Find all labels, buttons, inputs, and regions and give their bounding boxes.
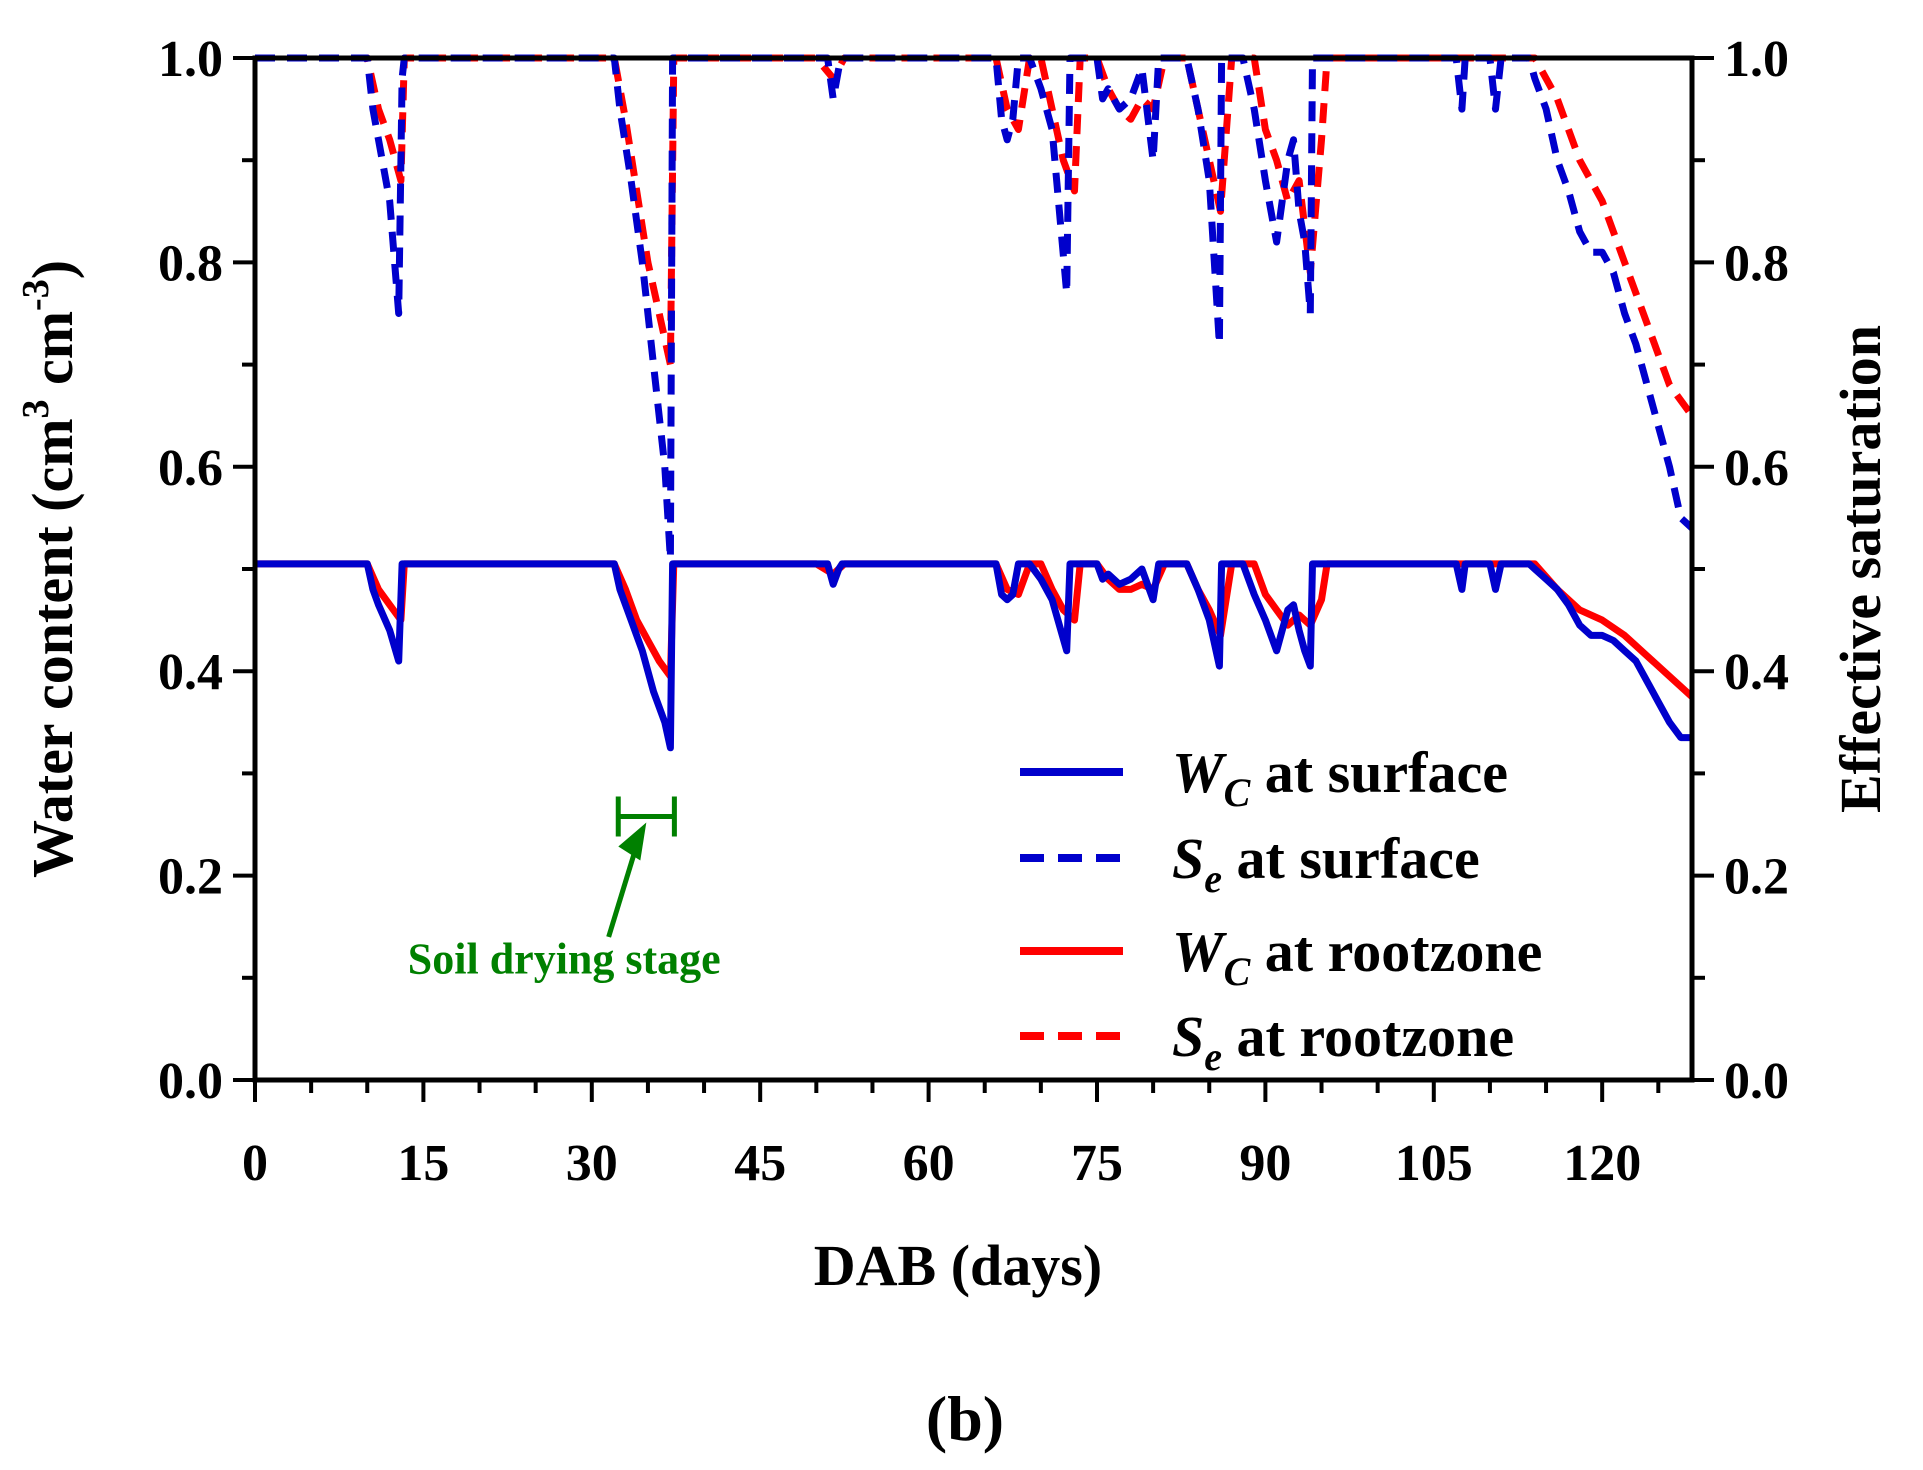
y-right-tick-label: 1.0 (1724, 31, 1789, 88)
x-tick-label: 60 (903, 1135, 955, 1192)
series-line-wc-at-surface (255, 560, 1692, 752)
legend-label-symbol: S (1172, 1004, 1204, 1069)
y-left-tick-label: 0.8 (158, 235, 223, 292)
x-tick-label: 15 (397, 1135, 449, 1192)
legend-label: Se at rootzone (1172, 1004, 1514, 1079)
x-tick-label: 45 (734, 1135, 786, 1192)
annotation-text: Soil drying stage (408, 934, 721, 983)
series-layer (255, 54, 1695, 752)
y-right-tick-label: 0.4 (1724, 644, 1789, 701)
x-tick-label: 75 (1071, 1135, 1123, 1192)
legend-label-text: at surface (1250, 740, 1508, 805)
y-left-tick-label: 0.0 (158, 1053, 223, 1110)
x-axis: 0 15 30 45 60 75 90 105 120 (242, 1080, 1661, 1192)
y-right-tick-label: 0.6 (1724, 440, 1789, 497)
legend-label-text: at rootzone (1250, 919, 1542, 984)
soil-drying-annotation: Soil drying stage (408, 796, 721, 983)
legend-label: WC at surface (1172, 740, 1508, 815)
legend-label: WC at rootzone (1172, 919, 1542, 994)
x-axis-title: DAB (days) (814, 1233, 1102, 1298)
legend-label-subscript: C (1224, 770, 1252, 815)
y-left-tick-label: 0.4 (158, 644, 223, 701)
y-left-tick-label: 0.2 (158, 849, 223, 906)
legend-label-symbol: W (1172, 740, 1227, 805)
y-left-title-end: ) (20, 260, 85, 279)
legend-label-text: at rootzone (1222, 1004, 1514, 1069)
legend-label-symbol: S (1172, 826, 1204, 891)
x-tick-label: 105 (1395, 1135, 1473, 1192)
y-left-title-sup2: -3 (15, 279, 57, 311)
y-right-tick-label: 0.8 (1724, 235, 1789, 292)
series-line-se-at-surface (255, 54, 1695, 563)
y-left-title-mid: cm (20, 311, 85, 400)
annotation-arrow-head (618, 822, 647, 861)
y-left-tick-label: 1.0 (158, 31, 223, 88)
panel-label: (b) (926, 1383, 1004, 1454)
x-tick-label: 90 (1239, 1135, 1291, 1192)
legend-label-subscript: C (1224, 949, 1252, 994)
y-axis-left-title: Water content (cm3 cm-3) (15, 260, 85, 878)
annotation-arrow-shaft (606, 845, 639, 938)
y-right-tick-label: 0.2 (1724, 849, 1789, 906)
legend-label: Se at surface (1172, 826, 1480, 901)
series-line-se-at-rootzone (255, 54, 1695, 418)
x-tick-label: 30 (566, 1135, 618, 1192)
y-left-title-main: Water content (cm (20, 418, 85, 878)
y-left-title-sup1: 3 (15, 399, 57, 418)
x-tick-label: 0 (242, 1135, 268, 1192)
y-right-tick-label: 0.0 (1724, 1053, 1789, 1110)
x-tick-label: 120 (1563, 1135, 1641, 1192)
legend-label-symbol: W (1172, 919, 1227, 984)
legend-label-subscript: e (1204, 1034, 1222, 1079)
legend-label-text: at surface (1222, 826, 1480, 891)
y-axis-right: 0.0 0.2 0.4 0.6 0.8 1.0 (1692, 31, 1789, 1110)
y-left-tick-label: 0.6 (158, 440, 223, 497)
y-axis-right-title: Effective saturation (1828, 325, 1893, 813)
series-line-wc-at-rootzone (255, 560, 1695, 700)
legend-label-subscript: e (1204, 856, 1222, 901)
y-axis-left: 0.0 0.2 0.4 0.6 0.8 1.0 (158, 31, 255, 1110)
